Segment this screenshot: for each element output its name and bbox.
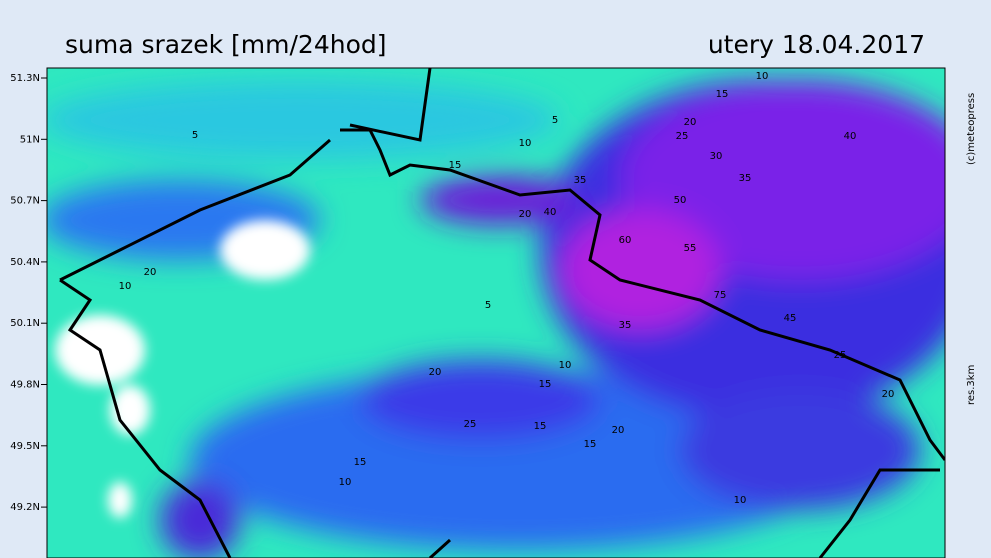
precip-field bbox=[47, 68, 945, 558]
contour-label: 15 bbox=[584, 439, 597, 450]
contour-label: 35 bbox=[574, 175, 587, 186]
latitude-label: 50.4N bbox=[10, 257, 40, 268]
contour-label: 10 bbox=[559, 360, 572, 371]
map-frame bbox=[46, 67, 946, 558]
contour-label: 15 bbox=[449, 160, 462, 171]
latitude-label: 49.5N bbox=[10, 441, 40, 452]
contour-label: 55 bbox=[684, 243, 697, 254]
latitude-label: 51.3N bbox=[10, 73, 40, 84]
contour-label: 50 bbox=[674, 195, 687, 206]
latitude-label: 49.8N bbox=[10, 380, 40, 391]
contour-label: 5 bbox=[552, 115, 558, 126]
contour-label: 30 bbox=[710, 151, 723, 162]
contour-label: 25 bbox=[834, 350, 847, 361]
contour-label: 15 bbox=[539, 379, 552, 390]
latitude-label: 50.1N bbox=[10, 318, 40, 329]
latitude-label: 50.7N bbox=[10, 196, 40, 207]
resolution: res.3km bbox=[966, 365, 977, 405]
contour-label: 25 bbox=[676, 131, 689, 142]
contour-label: 20 bbox=[612, 425, 625, 436]
contour-label: 15 bbox=[534, 421, 547, 432]
contour-label: 35 bbox=[619, 320, 632, 331]
contour-labels: 1015202530354055101520354050605575453525… bbox=[119, 71, 895, 506]
contour-label: 5 bbox=[485, 300, 491, 311]
contour-label: 40 bbox=[544, 207, 557, 218]
contour-label: 20 bbox=[429, 367, 442, 378]
contour-label: 20 bbox=[519, 209, 532, 220]
contour-label: 35 bbox=[739, 173, 752, 184]
contour-label: 15 bbox=[354, 457, 367, 468]
contour-label: 10 bbox=[734, 495, 747, 506]
contour-label: 25 bbox=[464, 419, 477, 430]
latitude-label: 49.2N bbox=[10, 502, 40, 513]
contour-label: 10 bbox=[519, 138, 532, 149]
contour-label: 20 bbox=[882, 389, 895, 400]
copyright: (c)meteopress bbox=[966, 93, 977, 165]
contour-label: 15 bbox=[716, 89, 729, 100]
contour-label: 10 bbox=[119, 281, 132, 292]
contour-label: 20 bbox=[684, 117, 697, 128]
contour-label: 45 bbox=[784, 313, 797, 324]
map-date: utery 18.04.2017 bbox=[708, 30, 925, 59]
map-title: suma srazek [mm/24hod] bbox=[65, 30, 387, 59]
contour-label: 10 bbox=[339, 477, 352, 488]
contour-label: 75 bbox=[714, 290, 727, 301]
contour-label: 40 bbox=[844, 131, 857, 142]
contour-label: 20 bbox=[144, 267, 157, 278]
latitude-label: 51N bbox=[20, 134, 40, 145]
contour-label: 5 bbox=[192, 130, 198, 141]
contour-label: 60 bbox=[619, 235, 632, 246]
border bbox=[59, 68, 945, 558]
contour-label: 10 bbox=[756, 71, 769, 82]
